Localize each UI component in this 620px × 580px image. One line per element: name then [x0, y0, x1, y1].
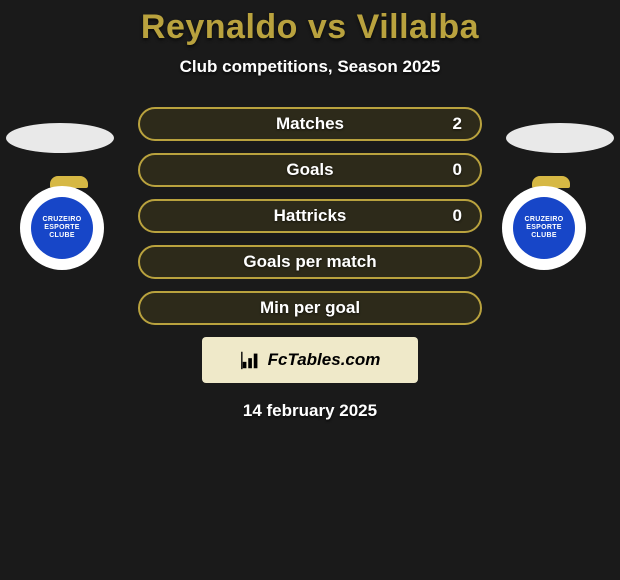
badge-outer: CRUZEIRO ESPORTE CLUBE: [502, 186, 586, 270]
stat-row-min-per-goal: Min per goal: [138, 291, 482, 325]
stat-row-goals: Goals 0: [138, 153, 482, 187]
stat-label: Goals per match: [243, 252, 376, 272]
player-avatar-right: [506, 123, 614, 153]
badge-inner: CRUZEIRO ESPORTE CLUBE: [513, 197, 575, 259]
stats-table: Matches 2 Goals 0 Hattricks 0 Goals per …: [138, 107, 482, 325]
stat-label: Hattricks: [274, 206, 347, 226]
badge-inner: CRUZEIRO ESPORTE CLUBE: [31, 197, 93, 259]
stat-row-hattricks: Hattricks 0: [138, 199, 482, 233]
content: Reynaldo vs Villalba Club competitions, …: [0, 0, 620, 580]
stat-value: 2: [453, 114, 462, 134]
player-avatar-left: [6, 123, 114, 153]
badge-outer: CRUZEIRO ESPORTE CLUBE: [20, 186, 104, 270]
stat-label: Goals: [286, 160, 333, 180]
badge-text: CRUZEIRO ESPORTE CLUBE: [525, 216, 564, 240]
stat-value: 0: [453, 160, 462, 180]
stat-label: Matches: [276, 114, 344, 134]
stat-row-matches: Matches 2: [138, 107, 482, 141]
attribution-card: FcTables.com: [202, 337, 418, 383]
club-badge-right: CRUZEIRO ESPORTE CLUBE: [502, 176, 600, 274]
badge-text: CRUZEIRO ESPORTE CLUBE: [43, 216, 82, 240]
club-badge-left: CRUZEIRO ESPORTE CLUBE: [20, 176, 118, 274]
canvas: Reynaldo vs Villalba Club competitions, …: [0, 0, 620, 580]
subtitle: Club competitions, Season 2025: [0, 57, 620, 77]
stat-label: Min per goal: [260, 298, 360, 318]
stat-row-goals-per-match: Goals per match: [138, 245, 482, 279]
date-text: 14 february 2025: [0, 401, 620, 421]
page-title: Reynaldo vs Villalba: [0, 8, 620, 47]
bar-chart-icon: [240, 349, 262, 371]
stat-value: 0: [453, 206, 462, 226]
attribution-text: FcTables.com: [268, 350, 381, 370]
